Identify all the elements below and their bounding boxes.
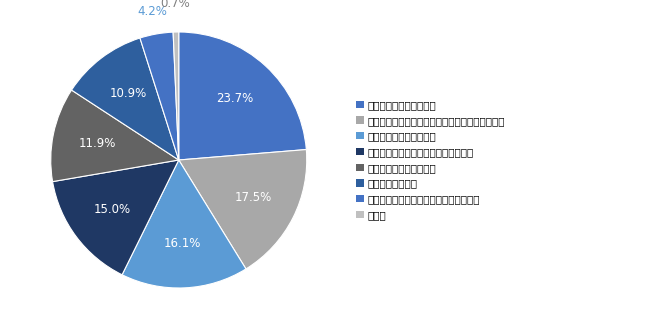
Text: 10.9%: 10.9% <box>110 87 147 100</box>
Text: 11.9%: 11.9% <box>79 137 116 150</box>
Wedge shape <box>179 149 307 269</box>
Text: 16.1%: 16.1% <box>164 236 202 250</box>
Wedge shape <box>53 160 179 275</box>
Text: 23.7%: 23.7% <box>216 92 254 105</box>
Wedge shape <box>140 32 179 160</box>
Text: 4.2%: 4.2% <box>137 5 167 18</box>
Wedge shape <box>122 160 246 288</box>
Wedge shape <box>51 90 179 182</box>
Text: 0.7%: 0.7% <box>161 0 190 10</box>
Wedge shape <box>173 32 179 160</box>
Wedge shape <box>179 32 306 160</box>
Wedge shape <box>72 38 179 160</box>
Text: 15.0%: 15.0% <box>94 203 131 216</box>
Text: 17.5%: 17.5% <box>235 191 272 204</box>
Legend: 買いに行く手間が省ける, 質の良いスーツ・シャツ・ネクタイが着用できる, 保管スペースを取らない, クリーニングに持っていかなくてよい, 月額定額制で支払いが楽: 買いに行く手間が省ける, 質の良いスーツ・シャツ・ネクタイが着用できる, 保管ス… <box>356 100 505 220</box>
